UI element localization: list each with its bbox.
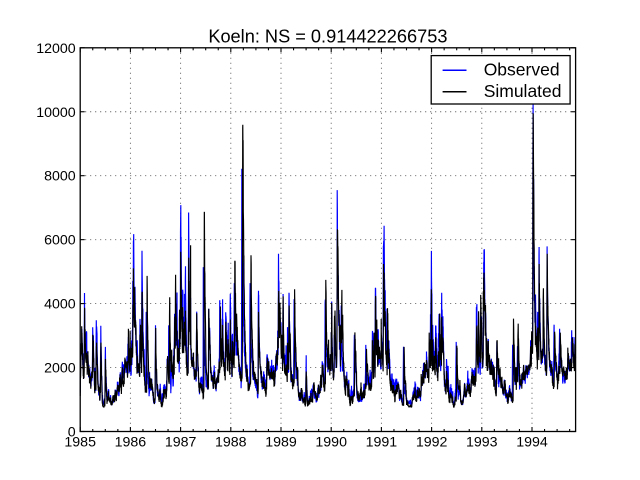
svg-text:Koeln: NS = 0.914422266753: Koeln: NS = 0.914422266753 (208, 27, 447, 47)
svg-text:2000: 2000 (44, 361, 76, 377)
svg-text:8000: 8000 (44, 169, 76, 185)
svg-text:1987: 1987 (165, 435, 197, 451)
svg-text:1989: 1989 (265, 435, 297, 451)
svg-text:Observed: Observed (484, 60, 560, 80)
svg-text:1992: 1992 (416, 435, 448, 451)
svg-text:0: 0 (68, 425, 76, 441)
svg-text:6000: 6000 (44, 233, 76, 249)
svg-text:1988: 1988 (215, 435, 247, 451)
svg-text:1990: 1990 (315, 435, 347, 451)
svg-text:Simulated: Simulated (484, 81, 562, 101)
svg-text:1994: 1994 (516, 435, 548, 451)
svg-text:1991: 1991 (366, 435, 398, 451)
svg-text:1986: 1986 (115, 435, 147, 451)
svg-text:1985: 1985 (64, 435, 96, 451)
svg-text:1993: 1993 (466, 435, 498, 451)
svg-text:4000: 4000 (44, 297, 76, 313)
svg-text:12000: 12000 (36, 41, 76, 57)
svg-text:10000: 10000 (36, 105, 76, 121)
